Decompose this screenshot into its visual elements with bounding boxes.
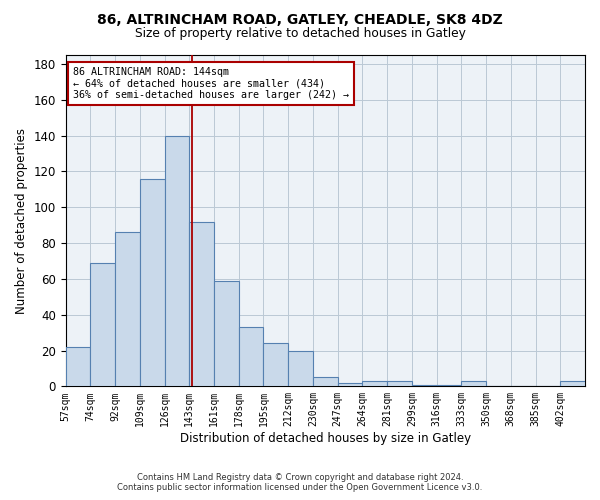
Bar [214, 280, 239, 386]
X-axis label: Distribution of detached houses by size in Gatley: Distribution of detached houses by size … [180, 432, 471, 445]
Text: Contains HM Land Registry data © Crown copyright and database right 2024.
Contai: Contains HM Land Registry data © Crown c… [118, 473, 482, 492]
Text: 86, ALTRINCHAM ROAD, GATLEY, CHEADLE, SK8 4DZ: 86, ALTRINCHAM ROAD, GATLEY, CHEADLE, SK… [97, 12, 503, 26]
Bar [313, 378, 338, 386]
Bar [288, 350, 313, 386]
Bar [115, 232, 140, 386]
Y-axis label: Number of detached properties: Number of detached properties [15, 128, 28, 314]
Bar [560, 381, 585, 386]
Bar [239, 327, 263, 386]
Text: 86 ALTRINCHAM ROAD: 144sqm
← 64% of detached houses are smaller (434)
36% of sem: 86 ALTRINCHAM ROAD: 144sqm ← 64% of deta… [73, 66, 349, 100]
Bar [437, 384, 461, 386]
Bar [190, 222, 214, 386]
Bar [338, 383, 362, 386]
Bar [461, 381, 486, 386]
Bar [412, 384, 437, 386]
Bar [263, 344, 288, 386]
Bar [65, 347, 91, 387]
Bar [140, 178, 164, 386]
Bar [387, 381, 412, 386]
Text: Size of property relative to detached houses in Gatley: Size of property relative to detached ho… [134, 28, 466, 40]
Bar [362, 381, 387, 386]
Bar [164, 136, 190, 386]
Bar [91, 263, 115, 386]
